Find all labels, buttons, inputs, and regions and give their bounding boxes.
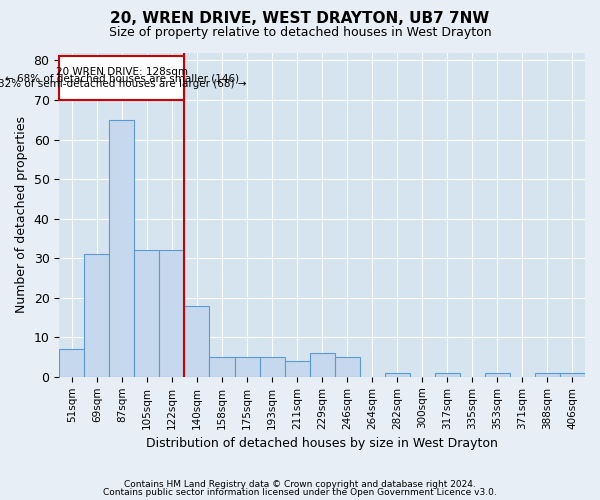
Bar (184, 306, 209, 377)
Bar (109, 120, 134, 377)
Bar (160, 250, 184, 377)
Bar (310, 353, 335, 377)
Bar (284, 361, 310, 377)
Bar (85, 254, 109, 377)
Text: 20, WREN DRIVE, WEST DRAYTON, UB7 7NW: 20, WREN DRIVE, WEST DRAYTON, UB7 7NW (110, 11, 490, 26)
Bar (560, 373, 585, 377)
Bar (435, 373, 460, 377)
Text: 32% of semi-detached houses are larger (68) →: 32% of semi-detached houses are larger (… (0, 79, 246, 89)
Text: ← 68% of detached houses are smaller (146): ← 68% of detached houses are smaller (14… (5, 73, 239, 83)
Bar (260, 357, 284, 377)
Text: Size of property relative to detached houses in West Drayton: Size of property relative to detached ho… (109, 26, 491, 39)
Text: Contains HM Land Registry data © Crown copyright and database right 2024.: Contains HM Land Registry data © Crown c… (124, 480, 476, 489)
Bar (335, 357, 359, 377)
Text: Contains public sector information licensed under the Open Government Licence v3: Contains public sector information licen… (103, 488, 497, 497)
Bar (209, 357, 235, 377)
Bar (235, 357, 260, 377)
Bar (485, 373, 510, 377)
Bar (385, 373, 410, 377)
Bar (134, 250, 160, 377)
X-axis label: Distribution of detached houses by size in West Drayton: Distribution of detached houses by size … (146, 437, 498, 450)
Bar (59, 349, 85, 377)
FancyBboxPatch shape (59, 56, 184, 100)
Y-axis label: Number of detached properties: Number of detached properties (15, 116, 28, 313)
Bar (535, 373, 560, 377)
Text: 20 WREN DRIVE: 128sqm: 20 WREN DRIVE: 128sqm (56, 68, 188, 78)
